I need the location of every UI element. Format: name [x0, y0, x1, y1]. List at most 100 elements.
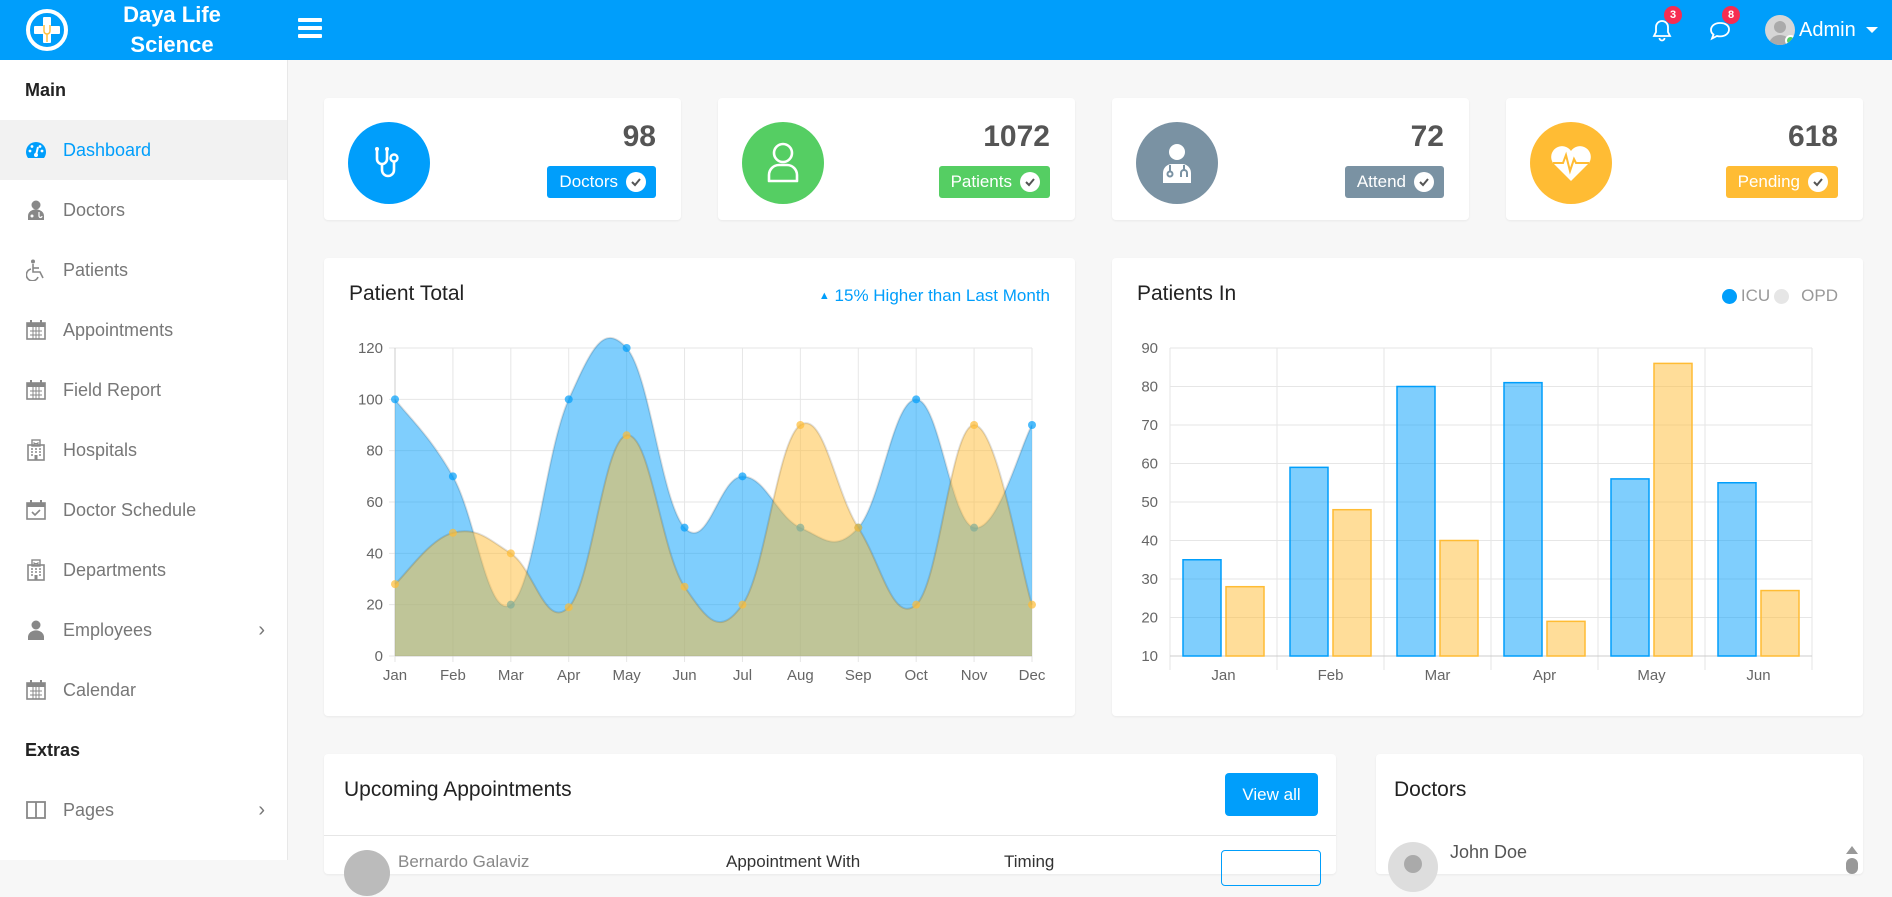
svg-text:70: 70 — [1141, 417, 1158, 434]
sidebar-item-appointments[interactable]: Appointments — [0, 300, 287, 360]
svg-text:Dec: Dec — [1019, 667, 1046, 684]
logo-icon[interactable] — [25, 8, 69, 52]
trend-text: 15% Higher than Last Month — [834, 286, 1050, 305]
patients-in-bar-chart[interactable]: 10 20 30 40 50 60 70 80 90 Jan Feb Mar Apr May Jun — [1112, 258, 1863, 716]
stat-value: 72 — [1410, 120, 1444, 153]
menu-toggle-button[interactable] — [298, 18, 322, 38]
svg-text:20: 20 — [366, 597, 383, 614]
scrollbar-thumb[interactable] — [1846, 858, 1858, 874]
sidebar-item-label: Hospitals — [63, 439, 138, 460]
sidebar-item-patients[interactable]: Patients — [0, 240, 287, 300]
sidebar-item-doctors[interactable]: Doctors — [0, 180, 287, 240]
notifications-button[interactable]: 3 — [1648, 6, 1682, 44]
sidebar-item-departments[interactable]: Departments — [0, 540, 287, 600]
card-title: Patients In — [1137, 282, 1237, 305]
calendar-icon — [25, 319, 47, 341]
legend-label-icu[interactable]: ICU — [1740, 286, 1771, 305]
avatar — [1765, 15, 1795, 45]
avatar — [344, 850, 390, 896]
divider — [324, 835, 1336, 836]
sidebar-item-label: Doctors — [63, 199, 126, 220]
caret-up-icon: ▲ — [818, 290, 830, 302]
check-circle-icon — [1020, 172, 1040, 192]
notifications-badge: 3 — [1664, 6, 1682, 24]
svg-text:100: 100 — [358, 391, 383, 408]
svg-text:Mar: Mar — [1425, 667, 1451, 684]
legend-dot-icu — [1721, 288, 1737, 304]
sidebar-item-hospitals[interactable]: Hospitals — [0, 420, 287, 480]
sidebar-item-calendar[interactable]: Calendar — [0, 660, 287, 720]
svg-text:10: 10 — [1141, 648, 1158, 665]
trend-link[interactable]: ▲ 15% Higher than Last Month — [819, 286, 1050, 306]
upcoming-appointments-card: Upcoming Appointments View all Bernardo … — [324, 754, 1336, 896]
user-icon — [25, 619, 47, 641]
chevron-right-icon: › — [258, 618, 265, 641]
scroll-up-arrow-icon[interactable] — [1846, 846, 1858, 854]
view-all-button[interactable]: View all — [1225, 773, 1318, 816]
chart-legend: ICU OPD — [1721, 286, 1838, 306]
calendar-icon — [25, 379, 47, 401]
card-title: Upcoming Appointments — [344, 778, 572, 801]
sidebar-item-field-report[interactable]: Field Report — [0, 360, 287, 420]
sidebar-item-label: Dashboard — [63, 139, 152, 160]
svg-text:30: 30 — [1141, 571, 1158, 588]
svg-text:Jul: Jul — [733, 667, 752, 684]
sidebar-item-pages[interactable]: Pages › — [0, 780, 287, 840]
bell-icon — [1652, 20, 1672, 42]
hospital-icon — [25, 439, 47, 461]
sidebar-item-label: Employees — [63, 619, 153, 640]
messages-button[interactable]: 8 — [1706, 6, 1740, 44]
svg-text:Jun: Jun — [1746, 667, 1770, 684]
stat-card-attend: 72 Attend — [1112, 98, 1469, 220]
legend-dot-opd — [1774, 288, 1790, 304]
svg-text:Oct: Oct — [905, 667, 929, 684]
stat-card-patients: 1072 Patients — [718, 98, 1075, 220]
stat-label-text: Attend — [1356, 172, 1406, 191]
svg-text:50: 50 — [1141, 494, 1158, 511]
top-header: Daya Life Science 3 8 Admin — [0, 0, 1892, 60]
stat-label-badge: Attend — [1344, 166, 1444, 198]
stat-value: 618 — [1787, 120, 1838, 153]
doctor-name[interactable]: John Doe — [1450, 842, 1528, 862]
stat-label-badge: Pending — [1725, 166, 1838, 198]
sidebar: Main Dashboard Doctors Patients Appointm… — [0, 60, 288, 860]
messages-badge: 8 — [1722, 6, 1740, 24]
legend-label-opd[interactable]: OPD — [1801, 286, 1838, 305]
svg-text:60: 60 — [1141, 456, 1158, 473]
doctor-icon — [25, 199, 47, 221]
heartbeat-icon — [1530, 122, 1612, 204]
sidebar-item-employees[interactable]: Employees › — [0, 600, 287, 660]
stat-card-pending: 618 Pending — [1506, 98, 1863, 220]
sidebar-item-dashboard[interactable]: Dashboard — [0, 120, 287, 180]
svg-text:Jun: Jun — [672, 667, 696, 684]
user-menu[interactable]: Admin — [1765, 14, 1878, 46]
stat-card-doctors: 98 Doctors — [324, 98, 681, 220]
svg-text:Feb: Feb — [1318, 667, 1344, 684]
sidebar-item-label: Calendar — [63, 679, 137, 700]
patients-in-card: Patients In ICU OPD 10 20 30 40 50 60 70 80 90 Ja… — [1112, 258, 1863, 716]
menu-section-extras: Extras — [25, 740, 81, 760]
svg-text:May: May — [612, 667, 641, 684]
svg-text:Sep: Sep — [845, 667, 872, 684]
caret-down-icon — [1865, 27, 1878, 33]
card-title: Doctors — [1394, 778, 1467, 801]
patient-total-area-chart[interactable]: 0 20 40 60 80 100 120 Jan Feb Mar Apr May Jun Jul Aug S… — [324, 258, 1075, 716]
patient-total-card: Patient Total ▲ 15% Higher than Last Mon… — [324, 258, 1075, 716]
svg-text:60: 60 — [366, 494, 383, 511]
card-title: Patient Total — [349, 282, 465, 305]
svg-text:0: 0 — [375, 648, 383, 665]
svg-text:Jan: Jan — [383, 667, 407, 684]
doctor-avatar — [1388, 842, 1438, 892]
hamburger-icon — [298, 18, 322, 22]
stat-label-badge: Patients — [938, 166, 1050, 198]
svg-text:Feb: Feb — [440, 667, 466, 684]
patient-name[interactable]: Bernardo Galaviz — [398, 852, 530, 871]
brand-name[interactable]: Daya Life Science — [123, 2, 221, 57]
sidebar-item-label: Pages — [63, 799, 115, 820]
doctors-card: Doctors John Doe — [1376, 754, 1863, 892]
take-up-button[interactable] — [1221, 850, 1321, 886]
wheelchair-icon — [25, 259, 47, 281]
sidebar-item-label: Patients — [63, 259, 129, 280]
sidebar-item-doctor-schedule[interactable]: Doctor Schedule — [0, 480, 287, 540]
hospital-icon — [25, 559, 47, 581]
